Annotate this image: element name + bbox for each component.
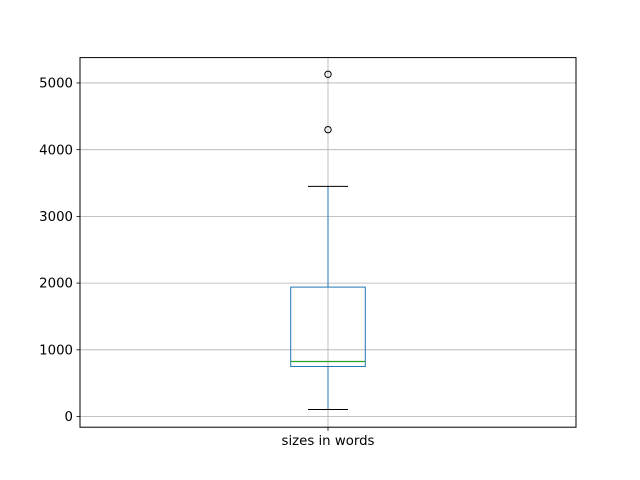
outlier-marker xyxy=(324,125,332,134)
axes-spines xyxy=(79,57,577,428)
y-tick-label: 4000 xyxy=(39,143,73,158)
outlier-marker xyxy=(324,70,332,78)
y-tick-label: 5000 xyxy=(39,77,73,92)
y-tick-label: 3000 xyxy=(39,210,73,225)
y-tick-label: 0 xyxy=(65,410,73,425)
iqr-box xyxy=(290,286,366,367)
y-tick-label: 2000 xyxy=(39,277,73,292)
x-tick-label: sizes in words xyxy=(281,434,375,449)
y-tick-label: 1000 xyxy=(39,343,73,358)
